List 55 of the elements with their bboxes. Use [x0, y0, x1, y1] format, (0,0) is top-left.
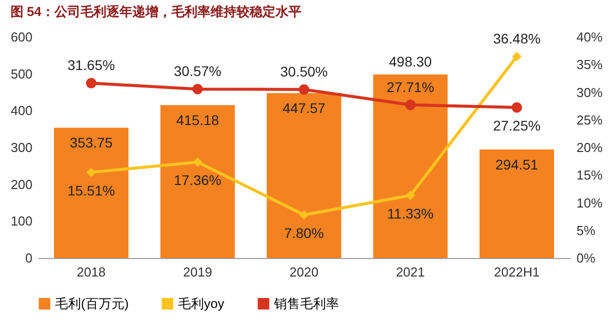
x-tick-label: 2021: [396, 264, 425, 280]
x-tick-label: 2019: [183, 264, 212, 280]
data-label: 36.48%: [493, 30, 541, 46]
legend-label: 毛利yoy: [178, 296, 225, 311]
y2-tick-label: 25%: [576, 112, 603, 128]
data-label: 7.80%: [284, 224, 324, 241]
x-tick-label: 2018: [76, 264, 106, 280]
y-tick-label: 400: [10, 103, 32, 118]
data-label: 353.75: [70, 134, 113, 151]
point: [86, 78, 96, 88]
data-label: 498.30: [388, 53, 432, 70]
y2-tick-label: 30%: [576, 84, 603, 100]
y-tick-label: 500: [10, 66, 32, 82]
data-label: 27.71%: [386, 78, 434, 95]
data-label: 11.33%: [387, 205, 434, 222]
y2-tick-label: 40%: [576, 30, 603, 44]
bar: [480, 150, 554, 258]
bar: [54, 128, 128, 258]
y2-tick-label: 5%: [576, 222, 596, 238]
bar: [266, 93, 342, 258]
point: [192, 84, 203, 94]
point: [86, 168, 96, 178]
legend-label: 销售毛利率: [273, 296, 339, 311]
x-tick-label: 2020: [290, 264, 318, 280]
y-tick-label: 300: [10, 140, 32, 155]
y-tick-label: 100: [10, 214, 32, 229]
bar: [160, 105, 235, 258]
data-label: 30.57%: [174, 63, 222, 80]
data-label: 30.50%: [280, 63, 328, 80]
y-tick-label: 600: [10, 30, 32, 44]
y-tick-label: 0: [25, 250, 32, 266]
y2-tick-label: 0%: [576, 250, 596, 266]
data-label: 15.51%: [67, 182, 115, 198]
point: [405, 100, 416, 110]
legend-label: 毛利(百万元): [55, 296, 129, 311]
point: [192, 157, 202, 167]
data-label: 294.51: [495, 156, 538, 173]
point: [406, 190, 416, 200]
point: [299, 210, 309, 220]
y2-tick-label: 15%: [576, 168, 603, 183]
chart-title: 图 54：公司毛利逐年递增，毛利率维持较稳定水平: [10, 4, 302, 19]
y2-tick-label: 35%: [576, 57, 603, 72]
y2-tick-label: 10%: [576, 195, 603, 210]
y2-tick-label: 20%: [576, 140, 603, 155]
point: [512, 102, 522, 113]
data-label: 31.65%: [67, 57, 115, 74]
bar: [373, 74, 448, 258]
point: [512, 52, 522, 62]
x-tick-label: 2022H1: [494, 264, 540, 280]
data-label: 27.25%: [493, 117, 541, 134]
point: [298, 84, 310, 95]
data-label: 17.36%: [174, 172, 222, 188]
data-label: 415.18: [176, 112, 220, 128]
data-label: 447.57: [282, 100, 326, 116]
y-tick-label: 200: [10, 176, 32, 192]
